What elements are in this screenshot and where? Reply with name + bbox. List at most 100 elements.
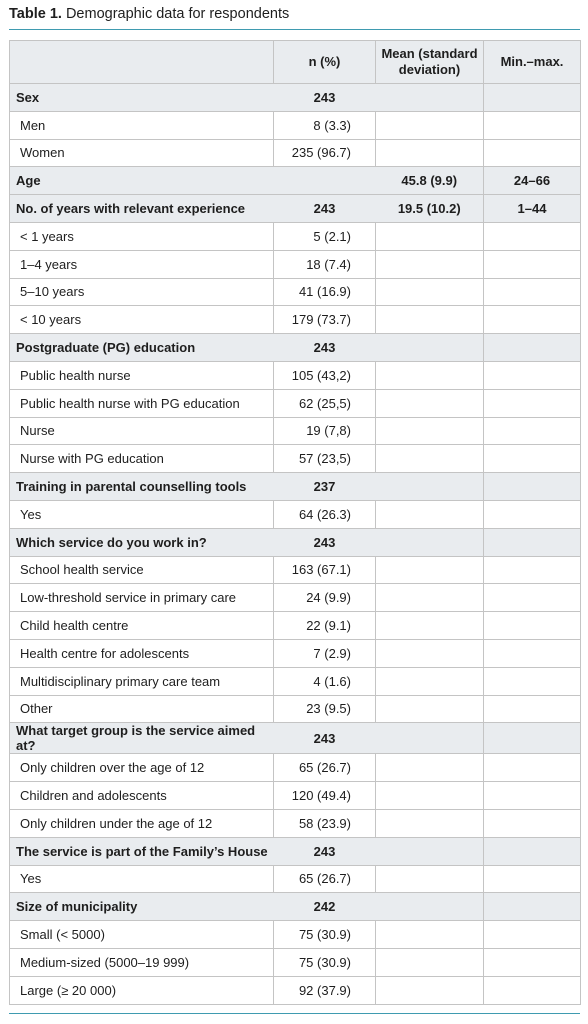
table-caption-text: Demographic data for respondents [65,6,290,22]
row-label-cell: Yes [9,499,274,529]
row-label-cell: Men [9,110,274,140]
min-max-cell [483,416,581,446]
n-percent-cell: 65 (26.7) [273,753,376,783]
table-row: Men 8 (3.3) [9,110,581,140]
row-label-cell: Child health centre [9,611,274,640]
top-rule [9,29,580,30]
mean-sd-cell [375,722,484,755]
n-percent-cell: 105 (43,2) [273,360,376,390]
n-percent-cell: 243 [273,194,376,223]
row-label-cell: Only children over the age of 12 [9,753,274,783]
demographic-table: n (%) Mean (standard deviation) Min.–max… [9,40,581,1005]
mean-sd-cell [375,975,484,1005]
mean-sd-cell [375,444,484,474]
row-label-cell: Only children under the age of 12 [9,808,274,838]
table-row: Public health nurse with PG education 62 … [9,388,581,418]
n-percent-cell: 237 [273,472,376,501]
row-label-cell: Medium-sized (5000–19 999) [9,947,274,977]
table-row: Low-threshold service in primary care 24 … [9,583,581,613]
bottom-rule [9,1013,580,1014]
row-label-cell: Small (< 5000) [9,920,274,949]
header-cell-n: n (%) [273,40,376,84]
table-row: Child health centre 22 (9.1) [9,611,581,640]
n-percent-cell: 5 (2.1) [273,221,376,251]
mean-sd-cell [375,836,484,866]
table-row: Yes 65 (26.7) [9,864,581,894]
mean-sd-cell [375,277,484,307]
min-max-cell [483,864,581,894]
table-header-row: n (%) Mean (standard deviation) Min.–max… [9,40,581,84]
row-label-cell: Large (≥ 20 000) [9,975,274,1005]
n-percent-cell: 22 (9.1) [273,611,376,640]
category-row: No. of years with relevant experience 243… [9,194,581,223]
header-cell-label [9,40,274,84]
mean-sd-cell [375,360,484,390]
min-max-cell: 24–66 [483,166,581,196]
n-percent-cell: 163 (67.1) [273,555,376,585]
min-max-cell [483,781,581,810]
n-percent-cell: 179 (73.7) [273,305,376,335]
mean-sd-cell [375,110,484,140]
n-percent-cell: 58 (23.9) [273,808,376,838]
n-percent-cell: 7 (2.9) [273,638,376,668]
min-max-cell [483,694,581,724]
mean-sd-cell [375,694,484,724]
table-row: Other 23 (9.5) [9,694,581,724]
mean-sd-cell [375,527,484,557]
n-percent-cell: 243 [273,527,376,557]
n-percent-cell: 235 (96.7) [273,138,376,168]
row-label-cell: 5–10 years [9,277,274,307]
table-row: Nurse with PG education 57 (23,5) [9,444,581,474]
table-caption: Table 1. Demographic data for respondent… [9,5,289,23]
table-row: Nurse 19 (7,8) [9,416,581,446]
min-max-cell [483,753,581,783]
mean-sd-cell: 45.8 (9.9) [375,166,484,196]
n-percent-cell: 23 (9.5) [273,694,376,724]
min-max-cell [483,138,581,168]
min-max-cell [483,611,581,640]
n-percent-cell: 243 [273,722,376,755]
table-row: Yes 64 (26.3) [9,499,581,529]
row-label-cell: 1–4 years [9,249,274,279]
table-caption-label: Table 1. [9,6,62,22]
n-percent-cell: 243 [273,83,376,112]
mean-sd-cell [375,138,484,168]
row-label-cell: Which service do you work in? [9,527,274,557]
category-row: Training in parental counselling tools 23… [9,472,581,501]
mean-sd-cell [375,333,484,362]
mean-sd-cell [375,753,484,783]
mean-sd-cell [375,808,484,838]
n-percent-cell: 24 (9.9) [273,583,376,613]
row-label-cell: Training in parental counselling tools [9,472,274,501]
n-percent-cell: 4 (1.6) [273,666,376,696]
min-max-cell [483,249,581,279]
table-row: Only children over the age of 12 65 (26.7… [9,753,581,783]
row-label-cell: Low-threshold service in primary care [9,583,274,613]
row-label-cell: Other [9,694,274,724]
mean-sd-cell [375,638,484,668]
min-max-cell [483,110,581,140]
min-max-cell [483,555,581,585]
n-percent-cell: 62 (25,5) [273,388,376,418]
min-max-cell [483,808,581,838]
min-max-cell [483,221,581,251]
min-max-cell [483,83,581,112]
n-percent-cell: 41 (16.9) [273,277,376,307]
n-percent-cell: 243 [273,836,376,866]
min-max-cell [483,722,581,755]
row-label-cell: What target group is the service aimed a… [9,722,274,755]
min-max-cell [483,499,581,529]
n-percent-cell: 65 (26.7) [273,864,376,894]
table-row: Only children under the age of 12 58 (23.… [9,808,581,838]
row-label-cell: Women [9,138,274,168]
table-row: Children and adolescents 120 (49.4) [9,781,581,810]
n-percent-cell: 18 (7.4) [273,249,376,279]
table-row: School health service 163 (67.1) [9,555,581,585]
category-row: What target group is the service aimed a… [9,722,581,755]
table-row: Public health nurse 105 (43,2) [9,360,581,390]
mean-sd-cell [375,499,484,529]
row-label-cell: < 10 years [9,305,274,335]
min-max-cell [483,277,581,307]
row-label-cell: Public health nurse with PG education [9,388,274,418]
mean-sd-cell [375,416,484,446]
